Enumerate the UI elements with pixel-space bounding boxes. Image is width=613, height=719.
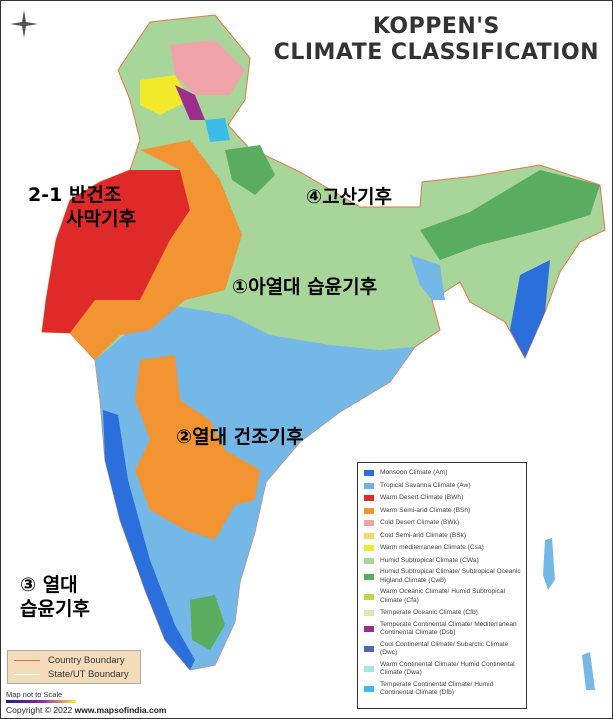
region-dsb bbox=[175, 85, 205, 120]
annotation-highland: ④고산기후 bbox=[306, 186, 393, 208]
legend-item: Warm Desert Climate (BWh) bbox=[364, 494, 526, 503]
legend-label: Monsoon Climate (Am) bbox=[380, 469, 448, 476]
map-title: KOPPEN'S CLIMATE CLASSIFICATION bbox=[274, 14, 599, 66]
annotation-desert: 2-1 반건조 사막기후 bbox=[28, 183, 136, 231]
legend-item: Temperate Oceanic Climate (Cfb) bbox=[364, 609, 526, 618]
legend-item: Tropical Savanna Climate (Aw) bbox=[364, 482, 526, 491]
compass-icon bbox=[10, 10, 38, 38]
legend-swatch bbox=[364, 482, 374, 489]
legend-item: Humid Subtropical Climate (CWa) bbox=[364, 557, 526, 566]
legend-swatch bbox=[364, 545, 374, 552]
legend-item: Warm mediterranean Climate (Csa) bbox=[364, 544, 526, 553]
compass-rose bbox=[8, 8, 40, 40]
copyright: Copyright © 2022 www.mapsofindia.com bbox=[6, 705, 166, 715]
legend-swatch bbox=[364, 646, 374, 652]
region-monsoon-west-coast bbox=[103, 410, 195, 670]
legend-label: Cold Desert Climate (BWk) bbox=[380, 519, 460, 526]
legend-swatch bbox=[364, 573, 374, 580]
legend-swatch bbox=[364, 626, 374, 632]
legend-label: Humid Subtropical Climate (CWa) bbox=[380, 556, 479, 564]
legend-swatch bbox=[364, 610, 374, 617]
state-boundary-label: State/UT Boundary bbox=[48, 668, 129, 680]
region-semi-arid-north bbox=[70, 140, 242, 360]
legend-swatch bbox=[364, 557, 374, 564]
legend-item: Warm Oceanic Climate/ Humid Subtropical … bbox=[364, 588, 526, 605]
legend-label: Humid Subtropical Climate/ Subtropical O… bbox=[380, 568, 521, 584]
climate-legend: Monsoon Climate (Am) Tropical Savanna Cli… bbox=[357, 462, 527, 709]
legend-swatch bbox=[364, 532, 374, 539]
region-cold-desert bbox=[170, 40, 245, 95]
legend-swatch bbox=[364, 470, 374, 477]
legend-item: Cold Semi-arid Climate (BSk) bbox=[364, 532, 526, 541]
legend-label: Warm Oceanic Climate/ Humid Subtropical … bbox=[380, 588, 506, 604]
region-cwb-nilgiri bbox=[190, 595, 225, 650]
copyright-text: Copyright © 2022 bbox=[6, 705, 75, 715]
annotation-desert-line1: 2-1 반건조 bbox=[28, 184, 122, 206]
region-dfb bbox=[205, 118, 230, 142]
scale-bar bbox=[6, 700, 76, 703]
legend-swatch bbox=[364, 495, 374, 502]
region-cold-semi-arid bbox=[140, 75, 190, 115]
annotation-desert-line2: 사막기후 bbox=[66, 208, 136, 230]
country-boundary-label: Country Boundary bbox=[48, 654, 125, 666]
legend-label: Warm mediterranean Climate (Csa) bbox=[380, 544, 484, 551]
region-andaman-islands bbox=[543, 538, 595, 690]
region-cwb-uttarakhand bbox=[225, 145, 275, 195]
annotation-tropical-dry: ②열대 건조기후 bbox=[176, 426, 304, 448]
region-warm-desert bbox=[42, 170, 190, 333]
legend-swatch bbox=[364, 593, 374, 600]
legend-swatch bbox=[364, 520, 374, 527]
legend-item: Temperate Continental Climate/ Humid Con… bbox=[364, 681, 526, 698]
annotation-tropical-wet-line1: ③ 열대 bbox=[20, 574, 78, 596]
legend-swatch bbox=[364, 507, 374, 514]
legend-item: Humid Subtropical Climate/ Subtropical O… bbox=[364, 568, 526, 585]
annotation-tropical-wet: ③ 열대 습윤기후 bbox=[20, 573, 90, 621]
region-monsoon-northeast bbox=[510, 260, 550, 358]
legend-item: Warm Semi-arid Climate (BSh) bbox=[364, 507, 526, 516]
site-link[interactable]: www.mapsofindia.com bbox=[74, 705, 167, 715]
region-cwb-northeast bbox=[420, 170, 600, 260]
legend-label: Cool Continental Climate/ Subarctic Clim… bbox=[380, 640, 509, 657]
legend-item: Monsoon Climate (Am) bbox=[364, 469, 526, 478]
region-savanna-east bbox=[410, 255, 445, 300]
annotation-tropical-wet-line2: 습윤기후 bbox=[20, 598, 90, 620]
legend-item: Cold Desert Climate (BWk) bbox=[364, 519, 526, 528]
legend-label: Tropical Savanna Climate (Aw) bbox=[380, 481, 471, 489]
boundary-legend: Country Boundary State/UT Boundary bbox=[7, 650, 141, 684]
title-line-2: CLIMATE CLASSIFICATION bbox=[273, 40, 599, 65]
title-line-1: KOPPEN'S bbox=[372, 14, 500, 39]
legend-swatch bbox=[364, 666, 374, 672]
annotation-subtropical: ①아열대 습윤기후 bbox=[232, 276, 378, 298]
legend-label: Cold Semi-arid Climate (BSk) bbox=[380, 531, 467, 539]
legend-label: Warm Desert Climate (BWh) bbox=[380, 494, 464, 501]
legend-label: Warm Semi-arid Climate (BSh) bbox=[380, 506, 471, 514]
country-boundary-line bbox=[14, 659, 40, 661]
legend-label: Warm Continental Climate/ Humid Continen… bbox=[380, 660, 515, 677]
legend-item: Cool Continental Climate/ Subarctic Clim… bbox=[364, 641, 526, 658]
legend-swatch bbox=[364, 686, 374, 692]
legend-label: Temperate Oceanic Climate (Cfb) bbox=[380, 609, 478, 616]
legend-item: Warm Continental Climate/ Humid Continen… bbox=[364, 661, 526, 678]
legend-label: Temperate Continental Climate/ Mediterra… bbox=[380, 620, 517, 637]
legend-item: Temperate Continental Climate/ Mediterra… bbox=[364, 621, 526, 638]
region-semi-arid-deccan bbox=[135, 355, 260, 540]
scale-note: Map not to Scale bbox=[6, 690, 63, 699]
state-boundary-line bbox=[14, 673, 40, 675]
legend-label: Temperate Continental Climate/ Humid Con… bbox=[380, 680, 494, 697]
